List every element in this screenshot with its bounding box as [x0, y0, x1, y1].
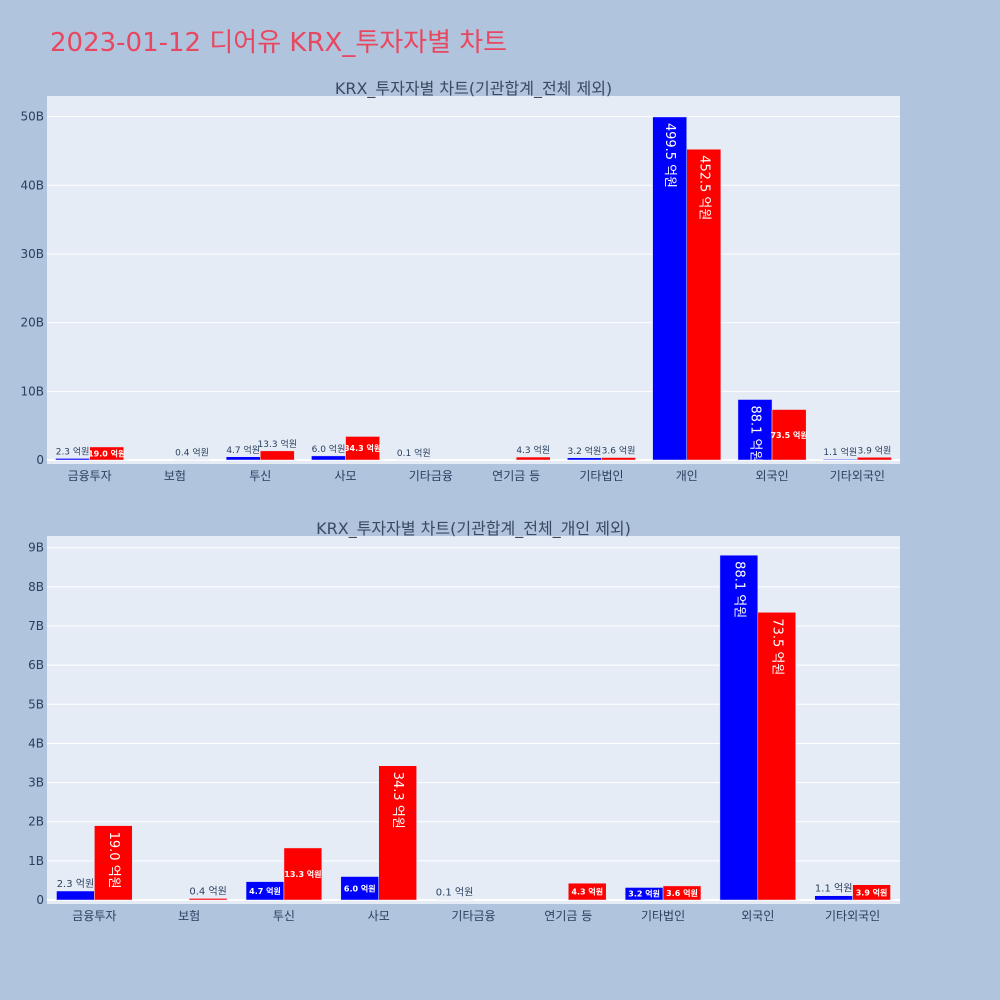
- y-tick-label: 20B: [20, 316, 44, 330]
- bar: [94, 825, 133, 901]
- bar-value-label: 3.2 억원: [568, 445, 602, 457]
- bar: [601, 457, 636, 461]
- bar-value-label: 88.1 억원: [731, 561, 746, 618]
- bar-value-label: 452.5 억원: [696, 155, 711, 220]
- chart-title: KRX_투자자별 차트(기관합계_전체 제외): [335, 79, 612, 99]
- y-tick-label: 7B: [28, 619, 44, 633]
- x-tick-label: 기타외국인: [825, 909, 880, 923]
- x-tick-label: 기타금융: [409, 469, 453, 483]
- x-tick-label: 금융투자: [72, 909, 116, 923]
- y-tick-label: 30B: [20, 247, 44, 261]
- bar-value-label: 0.1 억원: [397, 447, 431, 459]
- bar: [686, 148, 722, 461]
- bar: [89, 446, 125, 461]
- y-tick-label: 2B: [28, 815, 44, 829]
- bar-value-label: 3.6 억원: [602, 445, 636, 457]
- x-tick-label: 연기금 등: [492, 469, 540, 483]
- bar-value-label: 2.3 억원: [56, 445, 90, 457]
- bar: [662, 885, 702, 901]
- x-tick-label: 기타법인: [579, 469, 623, 483]
- bar-value-label: 0.1 억원: [436, 887, 473, 899]
- bar-value-label: 3.9 억원: [858, 444, 892, 456]
- bar: [515, 456, 551, 461]
- bar-value-label: 19.0 억원: [106, 832, 121, 889]
- bar-value-label: 4.7 억원: [226, 444, 260, 456]
- bar: [652, 116, 688, 461]
- bar: [260, 450, 295, 461]
- bar-value-label: 1.1 억원: [815, 883, 852, 895]
- x-tick-label: 외국인: [755, 469, 788, 483]
- y-tick-label: 8B: [28, 580, 44, 594]
- x-tick-label: 사모: [368, 909, 390, 923]
- x-tick-label: 금융투자: [68, 469, 112, 483]
- y-tick-label: 40B: [20, 178, 44, 192]
- bar: [757, 612, 796, 901]
- bar-value-label: 0.4 억원: [175, 447, 209, 459]
- x-tick-label: 보험: [178, 909, 200, 923]
- x-tick-label: 외국인: [741, 909, 774, 923]
- bar-value-label: 4.3 억원: [516, 444, 550, 456]
- bar-value-label: 1.1 억원: [823, 446, 857, 458]
- bar-value-label: 4.3 억원: [571, 887, 603, 897]
- bar: [345, 436, 380, 461]
- bar-value-label: 4.7 억원: [249, 886, 281, 896]
- bar-value-label: 34.3 억원: [390, 772, 405, 829]
- y-tick-label: 1B: [28, 854, 44, 868]
- x-tick-label: 연기금 등: [544, 909, 592, 923]
- bar: [283, 847, 323, 901]
- bar: [719, 554, 759, 901]
- bar-value-label: 73.5 억원: [769, 618, 784, 675]
- bar: [55, 458, 90, 461]
- bar-value-label: 3.9 억원: [856, 887, 888, 897]
- bar: [737, 399, 773, 461]
- y-tick-label: 10B: [20, 384, 44, 398]
- bar: [188, 898, 228, 901]
- y-tick-label: 9B: [28, 541, 44, 555]
- x-tick-label: 보험: [164, 469, 186, 483]
- bar-value-label: 499.5 억원: [662, 123, 677, 188]
- bar: [56, 890, 95, 901]
- x-tick-label: 투신: [273, 909, 295, 923]
- y-tick-label: 4B: [28, 736, 44, 750]
- y-tick-label: 0: [36, 893, 44, 907]
- page-title: 2023-01-12 디어유 KRX_투자자별 차트: [50, 28, 508, 58]
- x-tick-label: 개인: [676, 469, 698, 483]
- bar-value-label: 19.0 억원: [88, 448, 125, 458]
- chart-top: 0 10B 20B 30B 40B 50B KRX_투자자별 차트(기관합계_전체 제외) 2…: [20, 79, 900, 483]
- y-tick-label: 50B: [20, 110, 44, 124]
- bar-value-label: 73.5 억원: [770, 430, 807, 440]
- chart-title: KRX_투자자별 차트(기관합계_전체_개인 제외): [316, 519, 631, 539]
- y-tick-label: 5B: [28, 697, 44, 711]
- bar: [378, 765, 417, 901]
- chart-bottom: 0 1B 2B 3B 4B 5B 6B 7B 8B 9B KRX_투자자별 차트(기관합계_전체_개…: [28, 519, 900, 923]
- bar: [852, 884, 891, 901]
- bar: [225, 456, 261, 461]
- bar: [822, 458, 858, 461]
- bar: [771, 409, 807, 461]
- bar-value-label: 13.3 억원: [258, 438, 297, 450]
- bar: [568, 882, 607, 901]
- bar-value-label: 13.3 억원: [284, 869, 321, 879]
- bar-value-label: 6.0 억원: [344, 883, 376, 893]
- bar: [857, 457, 892, 461]
- x-tick-label: 기타법인: [641, 909, 685, 923]
- x-tick-label: 기타금융: [451, 909, 495, 923]
- bar-value-label: 34.3 억원: [344, 443, 381, 453]
- y-tick-label: 6B: [28, 658, 44, 672]
- x-tick-label: 투신: [249, 469, 271, 483]
- bar-value-label: 88.1 억원: [747, 405, 762, 462]
- bar: [814, 895, 853, 901]
- bar-value-label: 0.4 억원: [189, 885, 226, 897]
- y-tick-label: 0: [36, 453, 44, 467]
- bar-value-label: 2.3 억원: [57, 878, 94, 890]
- bar: [311, 455, 346, 461]
- bar-value-label: 3.2 억원: [628, 889, 660, 899]
- bar-value-label: 3.6 억원: [666, 888, 698, 898]
- bar: [567, 457, 602, 461]
- bar-value-label: 6.0 억원: [312, 443, 346, 455]
- x-tick-label: 사모: [335, 469, 357, 483]
- x-tick-label: 기타외국인: [830, 469, 885, 483]
- y-tick-label: 3B: [28, 776, 44, 790]
